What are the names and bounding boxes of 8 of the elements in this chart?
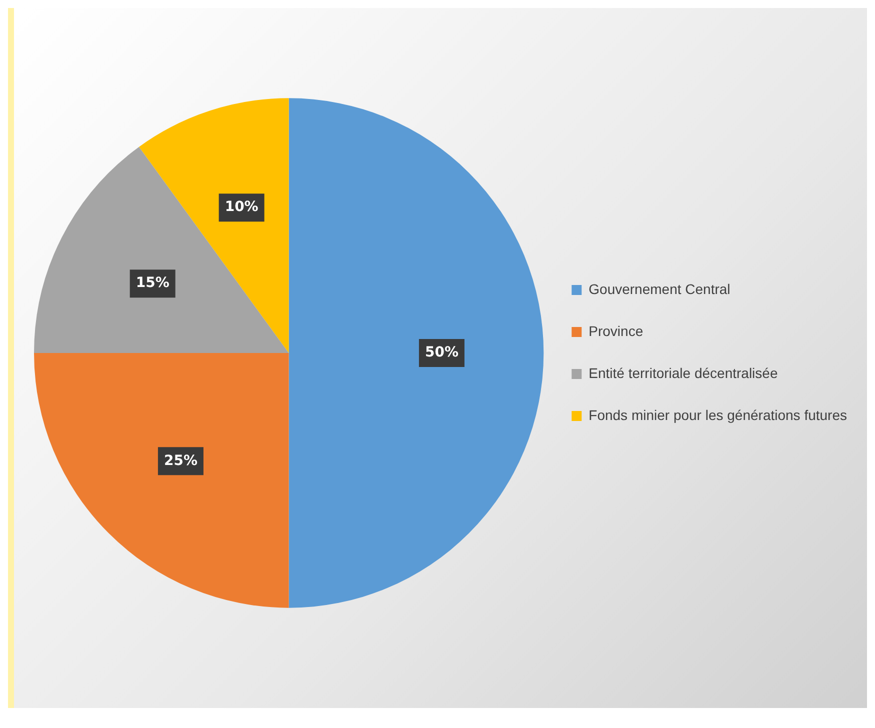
- data-label: 25%: [164, 452, 198, 469]
- legend-label: Fonds minier pour les générations futures: [588, 406, 847, 423]
- data-label: 15%: [136, 275, 170, 292]
- legend-label: Province: [588, 322, 644, 339]
- data-label: 10%: [224, 199, 258, 216]
- legend-label: Entité territoriale décentralisée: [588, 364, 778, 381]
- data-label: 50%: [424, 344, 458, 361]
- legend-label: Gouvernement Central: [588, 280, 730, 297]
